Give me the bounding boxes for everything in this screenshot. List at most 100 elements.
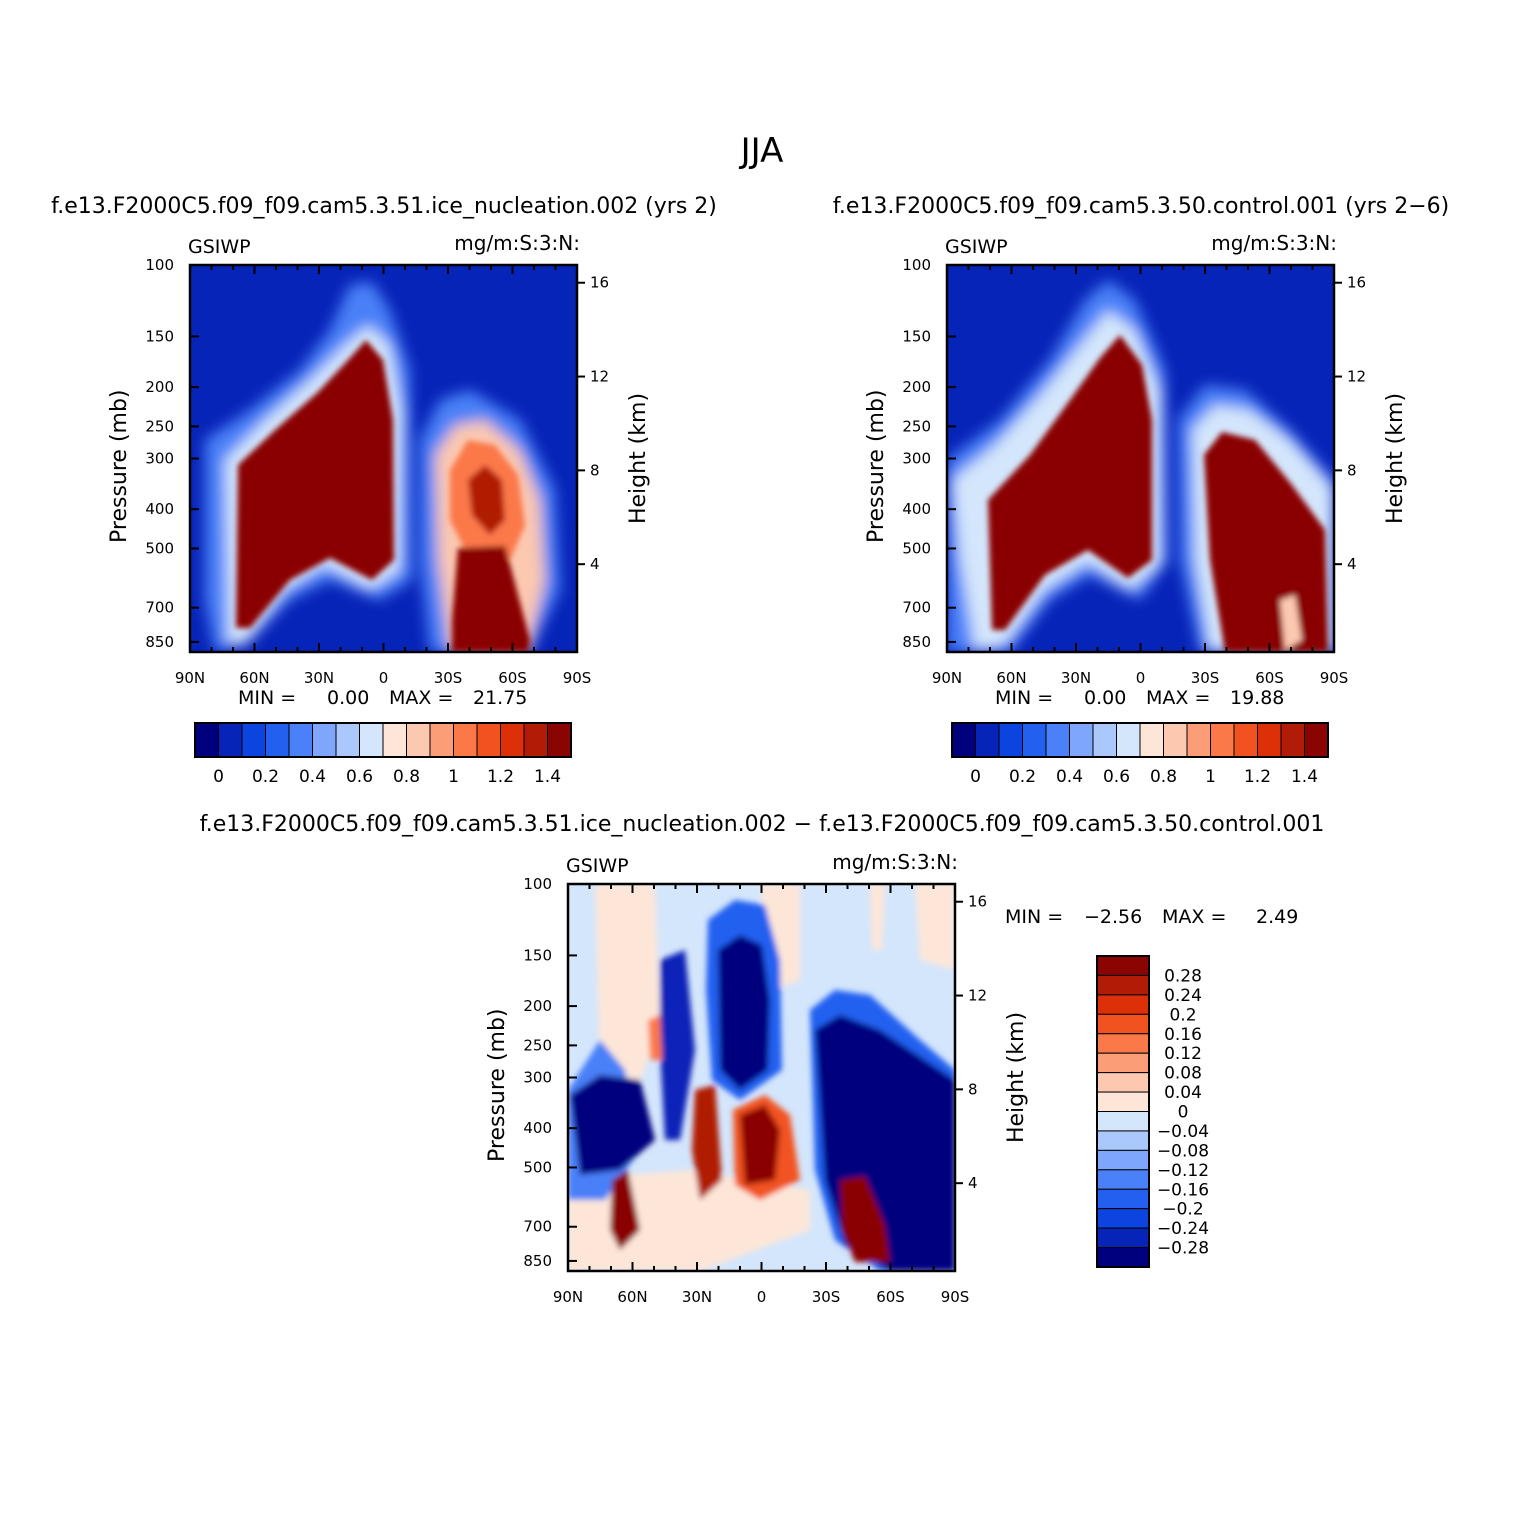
y-tick-label: 200 xyxy=(902,378,931,396)
y-tick-label: 850 xyxy=(145,633,174,651)
colorbar-swatch xyxy=(1163,722,1188,758)
x-tick-label: 90S xyxy=(563,669,592,687)
min-value: 0.00 xyxy=(327,687,369,709)
colorbar-label: 1.2 xyxy=(487,767,514,787)
colorbar-swatch xyxy=(1096,1052,1150,1074)
colorbar-swatch xyxy=(1186,722,1211,758)
contour-region xyxy=(660,950,695,1140)
contour-region xyxy=(595,884,660,1080)
y2-tick-label: 4 xyxy=(590,555,600,573)
colorbar-label: 0.4 xyxy=(299,767,326,787)
x-tick-label: 90N xyxy=(553,1288,583,1306)
x-tick-label: 60N xyxy=(239,669,269,687)
colorbar-swatch xyxy=(1022,722,1047,758)
colorbar-label: 0.8 xyxy=(1150,767,1177,787)
y-tick-label: 400 xyxy=(902,500,931,518)
y2-tick-label: 4 xyxy=(1347,555,1357,573)
colorbar-swatch xyxy=(1116,722,1141,758)
x-tick-label: 60N xyxy=(996,669,1026,687)
y2-tick-label: 12 xyxy=(590,368,609,386)
x-tick-label: 0 xyxy=(379,669,389,687)
colorbar-label: 0.2 xyxy=(1009,767,1036,787)
colorbar-label: 0.04 xyxy=(1164,1083,1202,1103)
contour-region xyxy=(740,1105,780,1185)
max-label: MAX = xyxy=(389,687,453,709)
y2-tick-label: 16 xyxy=(968,893,987,911)
panel-title: f.e13.F2000C5.f09_f09.cam5.3.51.ice_nucl… xyxy=(51,194,717,219)
colorbar: 0 0.2 0.4 0.6 0.8 1 1.2 1.4 xyxy=(194,722,572,787)
colorbar-label: 1 xyxy=(1205,767,1216,787)
contour-region xyxy=(452,546,530,652)
colorbar-label: 0.4 xyxy=(1056,767,1083,787)
contour-region xyxy=(236,340,394,628)
colorbar-swatch xyxy=(1096,1227,1150,1249)
colorbar-swatch xyxy=(453,722,478,758)
min-value: −2.56 xyxy=(1084,906,1142,928)
colorbar-label: 0 xyxy=(970,767,981,787)
colorbar-swatch xyxy=(218,722,243,758)
colorbar-label: 0.08 xyxy=(1164,1064,1202,1084)
axes: 90N 60N 30N 0 30S 60S 90S 100 150 200 250 300 400 500… xyxy=(864,256,1408,687)
y2-tick-label: 16 xyxy=(1347,274,1366,292)
colorbar-swatch xyxy=(1096,1208,1150,1229)
colorbar-label: 0.2 xyxy=(252,767,279,787)
colorbar-swatch xyxy=(312,722,337,758)
colorbar-swatch xyxy=(1096,1091,1150,1112)
panel-control: f.e13.F2000C5.f09_f09.cam5.3.50.control.… xyxy=(833,194,1449,787)
colorbar-label: 0.24 xyxy=(1164,986,1202,1006)
y2-axis-label: Height (km) xyxy=(626,393,651,524)
contour-region xyxy=(468,465,505,535)
colorbar-swatch xyxy=(1096,1033,1150,1054)
variable-label: GSIWP xyxy=(566,855,629,877)
colorbar-swatch xyxy=(359,722,384,758)
colorbar-swatch xyxy=(523,722,548,758)
y-tick-label: 700 xyxy=(145,599,174,617)
colorbar-swatch xyxy=(406,722,431,758)
panel-difference: f.e13.F2000C5.f09_f09.cam5.3.51.ice_nucl… xyxy=(200,812,1325,1306)
colorbar-label: 0.28 xyxy=(1164,966,1202,986)
y-tick-label: 300 xyxy=(902,450,931,468)
x-tick-label: 30N xyxy=(1061,669,1091,687)
colorbar-label: 0.12 xyxy=(1164,1044,1202,1064)
colorbar-swatch xyxy=(1233,722,1258,758)
colorbar-swatch xyxy=(1096,955,1150,976)
y-tick-label: 200 xyxy=(145,378,174,396)
colorbar-label: 1.4 xyxy=(1291,767,1318,787)
colorbar-frame xyxy=(1096,955,1150,1268)
colorbar-swatch xyxy=(1096,1188,1150,1210)
colorbar-swatch xyxy=(1096,994,1150,1015)
y-tick-label: 400 xyxy=(523,1119,552,1137)
contour-region xyxy=(718,935,770,1090)
colorbar-swatch xyxy=(547,722,572,758)
colorbar-swatch xyxy=(382,722,407,758)
max-value: 21.75 xyxy=(473,687,527,709)
units-label: mg/m:S:3:N: xyxy=(1211,231,1337,255)
colorbar-swatch xyxy=(1096,1013,1150,1035)
colorbar-label: 0.8 xyxy=(393,767,420,787)
contour-region xyxy=(570,1075,655,1175)
y-tick-label: 100 xyxy=(902,256,931,274)
colorbar-swatch xyxy=(265,722,290,758)
x-tick-label: 30N xyxy=(682,1288,712,1306)
variable-label: GSIWP xyxy=(188,236,251,258)
colorbar-swatch xyxy=(1096,1149,1150,1171)
min-label: MIN = xyxy=(1005,906,1063,928)
y-axis-label: Pressure (mb) xyxy=(864,389,889,543)
x-tick-label: 60S xyxy=(498,669,527,687)
colorbar-swatch xyxy=(335,722,360,758)
colorbar-label: 0 xyxy=(1178,1103,1189,1123)
colorbar-swatch xyxy=(1045,722,1070,758)
y-tick-label: 150 xyxy=(902,327,931,345)
x-tick-label: 90S xyxy=(1320,669,1349,687)
contour-region xyxy=(648,1015,662,1060)
units-label: mg/m:S:3:N: xyxy=(832,850,958,874)
contour-region xyxy=(840,1176,890,1262)
y-axis-label: Pressure (mb) xyxy=(485,1008,510,1162)
colorbar-swatch xyxy=(476,722,501,758)
colorbar-swatch xyxy=(194,722,219,758)
colorbar-label: 1.2 xyxy=(1244,767,1271,787)
y2-tick-label: 8 xyxy=(1347,461,1357,479)
colorbar-swatch xyxy=(1280,722,1305,758)
y2-tick-label: 12 xyxy=(968,987,987,1005)
contour-region xyxy=(915,884,955,970)
